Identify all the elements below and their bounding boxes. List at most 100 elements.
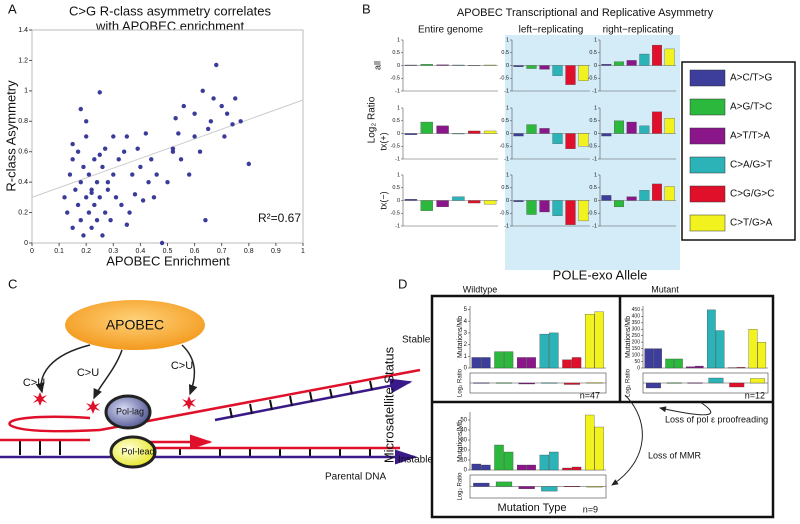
x-tick-label: 1 bbox=[301, 248, 305, 255]
bar bbox=[527, 125, 537, 134]
bar bbox=[640, 190, 650, 200]
point bbox=[130, 172, 134, 176]
panel-label: B bbox=[362, 1, 371, 16]
y-tick-label: 400 bbox=[632, 314, 641, 320]
y-axis-label: Mutations/Mb bbox=[457, 316, 464, 358]
arrow bbox=[660, 402, 711, 415]
point bbox=[79, 107, 83, 111]
strand bbox=[10, 417, 100, 431]
x-axis-label: APOBEC Enrichment bbox=[106, 253, 230, 268]
y-tick-label: 0.8 bbox=[18, 118, 28, 125]
bar bbox=[562, 360, 571, 368]
y-tick-label: 0 bbox=[397, 198, 400, 204]
legend-swatch bbox=[690, 157, 725, 173]
bar bbox=[674, 359, 682, 368]
y-tick-label: 1.2 bbox=[18, 57, 28, 64]
point bbox=[62, 195, 66, 199]
point bbox=[81, 165, 85, 169]
y-tick-label: 3 bbox=[464, 330, 468, 336]
ratio-bar bbox=[519, 487, 535, 489]
point bbox=[76, 150, 80, 154]
y-tick-label: -1 bbox=[395, 156, 400, 162]
point bbox=[133, 192, 137, 196]
x-axis-label: Mutation Type bbox=[498, 502, 567, 514]
legend-box bbox=[682, 62, 795, 240]
y-axis-label: Mutations/Mb bbox=[457, 420, 464, 462]
ratio-bar bbox=[496, 383, 512, 384]
y-tick-label: -0.5 bbox=[391, 211, 400, 217]
chart-title: POLE-exo Allele bbox=[553, 267, 648, 282]
legend-label: A>C/T>G bbox=[730, 73, 772, 84]
ratio-bar bbox=[496, 482, 512, 487]
bar bbox=[602, 64, 612, 65]
site-label: C>U bbox=[23, 377, 45, 389]
point bbox=[209, 119, 213, 123]
bar bbox=[614, 201, 624, 207]
bar bbox=[452, 197, 464, 201]
y-tick-label: 1 bbox=[397, 105, 400, 111]
y-tick-label: -1 bbox=[395, 88, 400, 94]
bar bbox=[640, 126, 650, 134]
point bbox=[138, 165, 142, 169]
y-tick-label: -0.5 bbox=[588, 76, 597, 82]
bar bbox=[665, 118, 675, 133]
bar bbox=[566, 201, 576, 225]
point bbox=[108, 218, 112, 222]
y-tick-label: -1 bbox=[395, 223, 400, 229]
legend-swatch bbox=[690, 215, 725, 231]
column-title: right−replicating bbox=[603, 25, 674, 36]
legend-label: C>T/G>A bbox=[730, 218, 773, 229]
point bbox=[206, 127, 210, 131]
point bbox=[171, 146, 175, 150]
bar bbox=[627, 197, 637, 201]
y-tick-label: -1 bbox=[504, 88, 509, 94]
ratio-bar bbox=[688, 383, 703, 384]
y-tick-label: 0.5 bbox=[589, 185, 597, 191]
point bbox=[70, 157, 74, 161]
legend-swatch bbox=[690, 70, 725, 86]
bar bbox=[566, 66, 576, 85]
y-tick-label: 0.2 bbox=[18, 209, 28, 216]
bar bbox=[484, 131, 496, 134]
bar bbox=[566, 134, 576, 149]
bar bbox=[553, 134, 563, 144]
bar bbox=[481, 465, 490, 470]
y-tick-label: 250 bbox=[632, 333, 641, 339]
point bbox=[176, 131, 180, 135]
panel-label: A bbox=[8, 1, 17, 16]
point bbox=[222, 134, 226, 138]
point bbox=[214, 63, 218, 67]
bar bbox=[527, 465, 536, 470]
bar bbox=[514, 134, 524, 137]
point bbox=[125, 134, 129, 138]
point bbox=[160, 241, 164, 245]
row-title: Instable bbox=[398, 455, 433, 466]
bar bbox=[421, 64, 433, 65]
bar bbox=[627, 122, 637, 133]
y-tick-label: -1 bbox=[592, 156, 597, 162]
point bbox=[111, 172, 115, 176]
sample-count: n=47 bbox=[580, 390, 600, 400]
row-label: all bbox=[372, 61, 382, 70]
y-tick-label: 0 bbox=[506, 63, 509, 69]
point bbox=[119, 203, 123, 207]
y-tick-label: 0 bbox=[594, 131, 597, 137]
ratio-bar bbox=[564, 486, 580, 487]
y-tick-label: 0 bbox=[464, 468, 468, 474]
point bbox=[211, 96, 215, 100]
x-tick-label: 0.9 bbox=[271, 248, 281, 255]
highlight-region bbox=[505, 35, 680, 270]
point bbox=[247, 162, 251, 166]
point bbox=[68, 172, 72, 176]
y-tick-label: 0.5 bbox=[392, 50, 400, 56]
polymerase-label: Pol-lag bbox=[116, 406, 144, 416]
point bbox=[141, 198, 145, 202]
ratio-bar bbox=[564, 383, 580, 385]
point bbox=[92, 157, 96, 161]
bar bbox=[695, 366, 703, 368]
point bbox=[111, 134, 115, 138]
bar bbox=[666, 359, 674, 368]
point bbox=[87, 210, 91, 214]
annotation: Loss of MMR bbox=[648, 450, 702, 460]
bar bbox=[707, 310, 715, 368]
